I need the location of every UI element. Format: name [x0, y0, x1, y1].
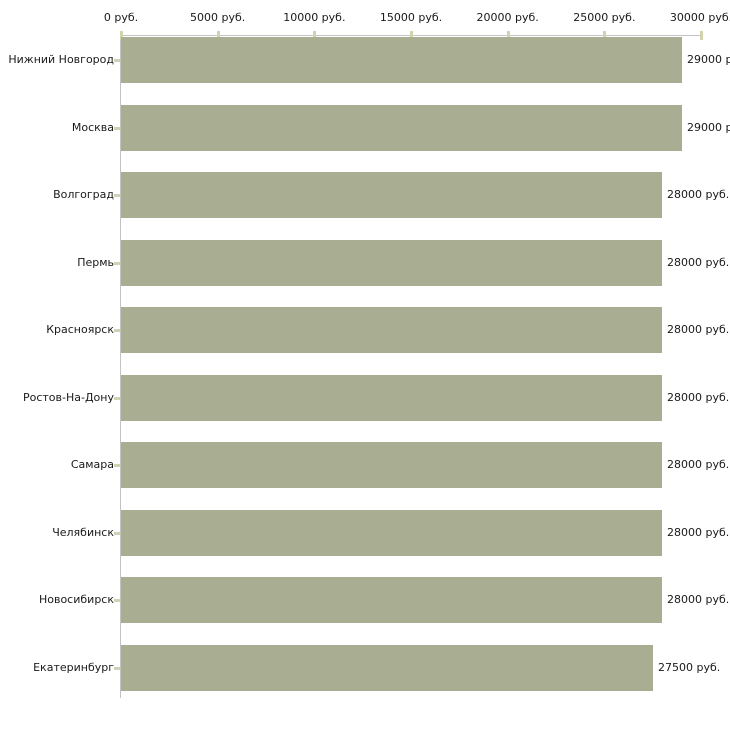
bar-row: Пермь 28000 руб.: [0, 239, 730, 307]
x-axis-tick-label: 25000 руб.: [573, 11, 636, 24]
x-axis-tick-mark: [700, 31, 703, 40]
bar: [121, 374, 662, 421]
category-label: Екатеринбург: [33, 660, 114, 674]
value-label: 29000 р: [687, 120, 730, 134]
bar: [121, 37, 682, 83]
bar-row: Челябинск 28000 руб.: [0, 509, 730, 577]
bar: [121, 644, 653, 691]
x-axis-tick-label: 30000 руб.: [669, 11, 730, 24]
y-axis-tick-mark: [114, 59, 120, 62]
bar: [121, 172, 662, 218]
value-label: 28000 руб.: [667, 525, 730, 539]
value-label: 28000 руб.: [667, 390, 730, 404]
bar-row: Екатеринбург 27500 руб.: [0, 644, 730, 712]
x-axis-tick-mark: [216, 31, 220, 40]
value-label: 29000 р: [687, 53, 730, 66]
bar-row: Самара 28000 руб.: [0, 441, 730, 509]
x-axis-tick-mark: [313, 31, 317, 40]
value-label: 28000 руб.: [667, 255, 730, 269]
category-label: Самара: [70, 458, 114, 471]
value-label: 28000 руб.: [667, 593, 730, 606]
x-axis-tick-label: 15000 руб.: [379, 11, 443, 24]
bar-row: Ростов-На-Дону 28000 руб.: [0, 374, 730, 442]
y-axis-line: [120, 35, 121, 698]
bar: [121, 577, 662, 623]
bar: [121, 509, 662, 556]
category-label: Челябинск: [52, 525, 114, 539]
y-axis-tick-mark: [114, 599, 120, 602]
x-axis-tick-mark: [603, 31, 607, 40]
bar: [121, 442, 662, 488]
y-axis-tick-mark: [114, 126, 120, 130]
x-axis-tick-mark: [506, 31, 510, 40]
category-label: Новосибирск: [38, 593, 114, 606]
x-axis-tick-mark: [120, 31, 123, 40]
bar: [121, 104, 682, 151]
category-label: Нижний Новгород: [8, 53, 114, 66]
x-axis-tick-mark: [410, 31, 413, 40]
value-label: 28000 руб.: [667, 188, 730, 201]
y-axis-tick-mark: [114, 531, 120, 535]
category-label: Москва: [71, 120, 114, 134]
bar-row: Красноярск 28000 руб.: [0, 306, 730, 374]
category-label: Пермь: [77, 255, 114, 269]
category-label: Волгоград: [53, 188, 114, 201]
value-label: 28000 руб.: [667, 323, 730, 336]
bar: [121, 239, 662, 286]
bar-row: Новосибирск 28000 руб.: [0, 576, 730, 644]
value-label: 28000 руб.: [667, 458, 730, 471]
x-axis-tick-label: 10000 руб.: [283, 11, 346, 24]
y-axis-tick-mark: [114, 464, 120, 467]
y-axis-tick-mark: [114, 261, 120, 265]
x-axis-tick-label: 5000 руб.: [190, 11, 246, 24]
y-axis-tick-mark: [114, 329, 120, 332]
bar-row: Нижний Новгород 29000 р: [0, 36, 730, 104]
y-axis-tick-mark: [114, 396, 120, 400]
category-label: Ростов-На-Дону: [22, 390, 114, 404]
y-axis-tick-mark: [114, 666, 120, 670]
bar: [121, 307, 662, 353]
x-axis-tick-label: 20000 руб.: [476, 11, 539, 24]
bar-row: Москва 29000 р: [0, 104, 730, 172]
value-label: 27500 руб.: [658, 660, 721, 674]
y-axis-tick-mark: [114, 194, 120, 197]
bar-row: Волгоград 28000 руб.: [0, 171, 730, 239]
category-label: Красноярск: [46, 323, 114, 336]
x-axis-tick-label: 0 руб.: [103, 11, 139, 24]
